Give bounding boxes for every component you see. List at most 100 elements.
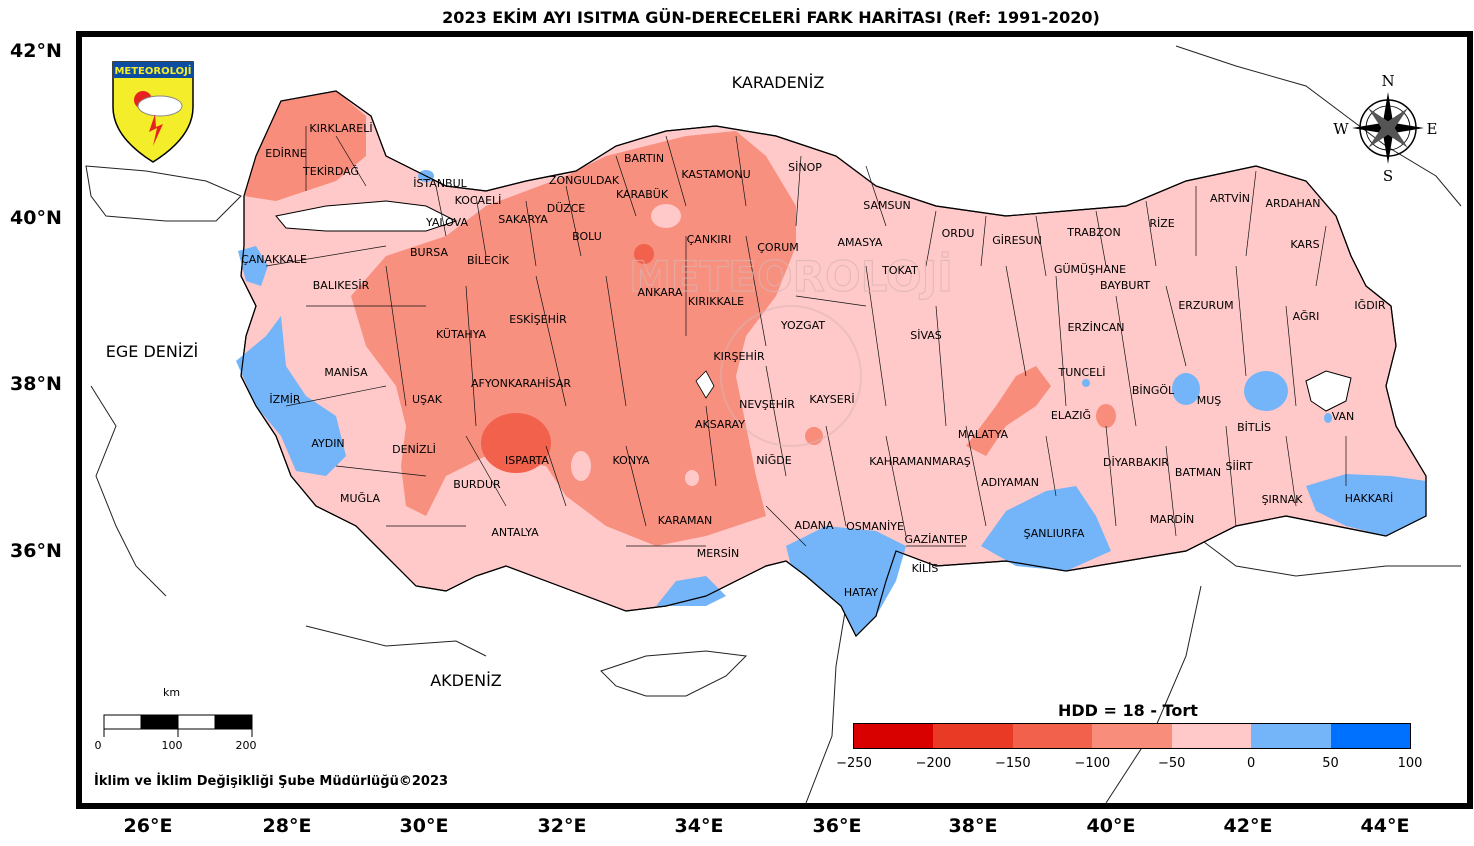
province-label: AYDIN [311, 437, 344, 450]
province-label: OSMANİYE [846, 520, 904, 533]
province-label: TUNCELİ [1057, 366, 1105, 379]
province-label: MUŞ [1197, 394, 1222, 407]
province-label: BURSA [410, 246, 448, 259]
watermark-emblem [720, 305, 862, 447]
lake-tuz [695, 370, 715, 399]
lon-label-38: 38°E [948, 815, 998, 837]
colorbar-segment [1330, 724, 1410, 748]
province-label: UŞAK [412, 393, 443, 406]
lon-label-34: 34°E [674, 815, 724, 837]
iraq-syria-border [1105, 585, 1202, 803]
province-label: AĞRI [1293, 310, 1320, 323]
scale-unit: km [163, 686, 181, 699]
province-label: MARDİN [1150, 513, 1195, 526]
province-label: GAZİANTEP [905, 533, 968, 546]
light-patch-1 [571, 451, 591, 481]
marmara-sea [275, 200, 458, 232]
province-label: NİĞDE [756, 454, 791, 467]
colorbar-tick-label: −250 [836, 756, 872, 771]
light-patch-3 [651, 204, 681, 228]
anomaly-zone-minus150 [481, 413, 551, 473]
map-frame: METEOROLOJİ KARADENİZ EGE DENİZİ AKDENİZ… [76, 31, 1473, 809]
greek-islands-outline [90, 385, 167, 597]
lake-van [1305, 370, 1352, 412]
scale-tick-200: 200 [235, 739, 257, 752]
lon-label-36: 36°E [812, 815, 862, 837]
colorbar-segment [1092, 724, 1172, 748]
anomaly-patch-elazig [1096, 404, 1116, 428]
province-label: BARTIN [624, 152, 664, 165]
positive-zone-sanliurfa [981, 486, 1111, 571]
colorbar-tick-label: 50 [1322, 756, 1339, 771]
positive-patch-van-2 [1324, 413, 1332, 423]
province-label: ŞIRNAK [1262, 493, 1304, 506]
province-label: SAKARYA [498, 213, 548, 226]
lat-label-42: 42°N [10, 40, 62, 62]
map-svg: METEOROLOJİ KARADENİZ EGE DENİZİ AKDENİZ… [85, 45, 1462, 803]
province-label: ŞANLIURFA [1024, 527, 1085, 540]
compass-w: W [1333, 120, 1349, 138]
province-label: TRABZON [1066, 226, 1120, 239]
lat-label-38: 38°N [10, 373, 62, 395]
province-label: RİZE [1149, 217, 1174, 230]
positive-zone-canakkale [238, 246, 268, 286]
province-label: BATMAN [1175, 466, 1221, 479]
province-label: SİVAS [910, 329, 942, 342]
positive-zone-izmir [236, 316, 346, 476]
province-label: VAN [1332, 410, 1355, 423]
province-label: KARAMAN [658, 514, 713, 527]
province-label: SAMSUN [863, 199, 910, 212]
scale-tick-0: 0 [94, 739, 102, 752]
province-label: KIRKLARELİ [309, 122, 372, 135]
province-label: ERZURUM [1178, 299, 1233, 312]
colorbar-segment [1012, 724, 1093, 748]
province-label: ERZİNCAN [1067, 321, 1124, 334]
province-label: DİYARBAKIR [1103, 456, 1169, 469]
province-label: KAHRAMANMARAŞ [869, 455, 971, 468]
colorbar-tick-label: 100 [1397, 756, 1423, 771]
compass-rose: N S E W [1333, 72, 1437, 185]
turkey-coastline [240, 90, 1427, 638]
province-label: MANİSA [324, 366, 368, 379]
province-label: AFYONKARAHİSAR [471, 377, 571, 390]
province-label: ADANA [794, 519, 834, 532]
province-label: ISPARTA [505, 454, 549, 467]
compass-e: E [1427, 120, 1438, 138]
province-label: BİTLİS [1237, 421, 1271, 434]
province-label: ORDU [942, 227, 975, 240]
colorbar-segment [1171, 724, 1252, 748]
lon-label-40: 40°E [1086, 815, 1136, 837]
province-label: KAYSERİ [809, 393, 854, 406]
colorbar-tick-label: −50 [1157, 756, 1186, 771]
province-label: MALATYA [958, 428, 1009, 441]
province-label: BİNGÖL [1132, 384, 1175, 397]
colorbar-tick-label: −150 [994, 756, 1031, 771]
province-label: ANTALYA [491, 526, 539, 539]
colorbar-segment [1251, 724, 1331, 748]
province-label: AKSARAY [695, 418, 745, 431]
anomaly-zone-malatya [966, 366, 1051, 456]
compass-s: S [1383, 167, 1393, 185]
scale-bar [103, 714, 253, 737]
province-label: İZMİR [269, 393, 301, 406]
province-label: SİİRT [1225, 460, 1252, 473]
province-label: BALIKESİR [313, 279, 370, 292]
province-label: BURDUR [453, 478, 501, 491]
province-label: ÇORUM [757, 241, 799, 254]
lon-label-32: 32°E [537, 815, 587, 837]
province-label: ARTVİN [1210, 192, 1250, 205]
province-label: KARS [1290, 238, 1319, 251]
province-label: TEKİRDAĞ [302, 165, 359, 178]
lon-label-28: 28°E [262, 815, 312, 837]
lon-label-26: 26°E [123, 815, 173, 837]
province-label: DENİZLİ [392, 443, 436, 456]
anomaly-zone-thrace [244, 91, 366, 201]
province-label: ELAZIĞ [1051, 409, 1091, 422]
positive-zone-hatay [786, 526, 906, 636]
province-label: KOCAELİ [455, 194, 502, 207]
province-label: BAYBURT [1100, 279, 1150, 292]
scale-tick-100: 100 [161, 739, 183, 752]
crete-outline [305, 625, 487, 657]
lon-label-44: 44°E [1360, 815, 1410, 837]
